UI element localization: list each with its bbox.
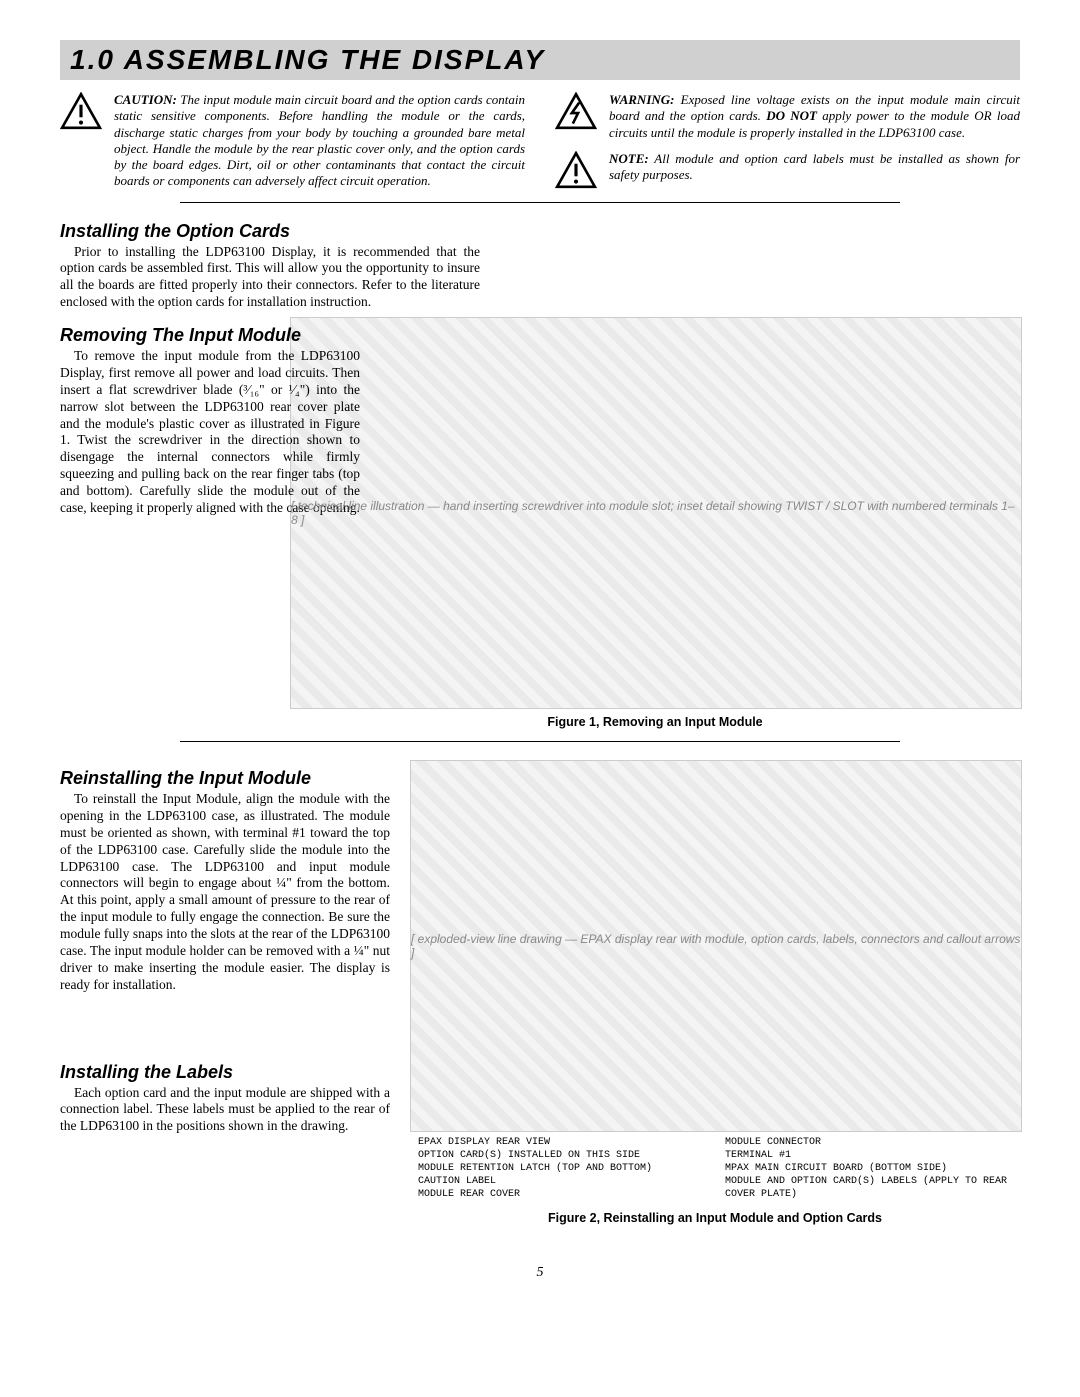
note-block: NOTE: All module and option card labels … [555, 151, 1020, 189]
figure-2-callout: MPAX MAIN CIRCUIT BOARD (BOTTOM SIDE) [725, 1162, 1012, 1175]
caution-block: CAUTION: The input module main circuit b… [60, 92, 525, 190]
figure-1-area: [ technical line illustration — hand ins… [290, 317, 1020, 729]
caution-text: CAUTION: The input module main circuit b… [114, 92, 525, 190]
removing-input-module-heading: Removing The Input Module [60, 325, 370, 346]
figure-2-callout: MODULE CONNECTOR [725, 1136, 1012, 1149]
reinstalling-heading: Reinstalling the Input Module [60, 768, 390, 789]
figure-2-area: [ exploded-view line drawing — EPAX disp… [410, 760, 1020, 1225]
note-body: All module and option card labels must b… [609, 151, 1020, 182]
warning-voltage-icon [555, 92, 597, 130]
warning-block: WARNING: Exposed line voltage exists on … [555, 92, 1020, 141]
note-triangle-icon [555, 151, 597, 189]
caution-triangle-icon [60, 92, 102, 130]
figure-1-caption: Figure 1, Removing an Input Module [290, 715, 1020, 729]
removing-input-module-body-1: To remove the input module from the LDP6… [60, 348, 360, 517]
divider-2 [180, 741, 900, 742]
lower-text-col: Reinstalling the Input Module To reinsta… [60, 760, 390, 1135]
warnings-left-col: CAUTION: The input module main circuit b… [60, 92, 525, 190]
installing-option-cards-section: Installing the Option Cards Prior to ins… [60, 221, 480, 312]
warning-label: WARNING: [609, 92, 675, 107]
warnings-row: CAUTION: The input module main circuit b… [60, 92, 1020, 190]
section-header: 1.0 ASSEMBLING THE DISPLAY [60, 40, 1020, 80]
figure-2-callout: TERMINAL #1 [725, 1149, 1012, 1162]
reinstalling-body: To reinstall the Input Module, align the… [60, 791, 390, 994]
figure-2-callout: MODULE REAR COVER [418, 1188, 705, 1201]
installing-labels-body: Each option card and the input module ar… [60, 1085, 390, 1136]
section-title: ASSEMBLING THE DISPLAY [124, 44, 546, 75]
installing-option-cards-body: Prior to installing the LDP63100 Display… [60, 244, 480, 312]
figure-2-callout: CAUTION LABEL [418, 1175, 705, 1188]
warning-body-bold: DO NOT [766, 108, 817, 123]
installing-labels-heading: Installing the Labels [60, 1062, 390, 1083]
figure-2-callout: OPTION CARD(S) INSTALLED ON THIS SIDE [418, 1149, 705, 1162]
warning-text: WARNING: Exposed line voltage exists on … [609, 92, 1020, 141]
divider-1 [180, 202, 900, 203]
lower-section-row: Reinstalling the Input Module To reinsta… [60, 760, 1020, 1225]
figure-2-callouts: EPAX DISPLAY REAR VIEWOPTION CARD(S) INS… [410, 1132, 1020, 1205]
figure-2-callout: MODULE AND OPTION CARD(S) LABELS (APPLY … [725, 1175, 1012, 1201]
section-number: 1.0 [70, 44, 115, 75]
note-text: NOTE: All module and option card labels … [609, 151, 1020, 189]
caution-label: CAUTION: [114, 92, 177, 107]
figure-2-callout: MODULE RETENTION LATCH (TOP AND BOTTOM) [418, 1162, 705, 1175]
figure-1-illustration: [ technical line illustration — hand ins… [290, 317, 1022, 709]
warnings-right-col: WARNING: Exposed line voltage exists on … [555, 92, 1020, 190]
removing-input-module-text: Removing The Input Module To remove the … [60, 317, 280, 517]
note-label: NOTE: [609, 151, 649, 166]
figure-2-illustration: [ exploded-view line drawing — EPAX disp… [410, 760, 1022, 1132]
page-number: 5 [60, 1265, 1020, 1281]
figure-2-callout: EPAX DISPLAY REAR VIEW [418, 1136, 705, 1149]
figure-2-caption: Figure 2, Reinstalling an Input Module a… [410, 1211, 1020, 1225]
installing-option-cards-heading: Installing the Option Cards [60, 221, 480, 242]
